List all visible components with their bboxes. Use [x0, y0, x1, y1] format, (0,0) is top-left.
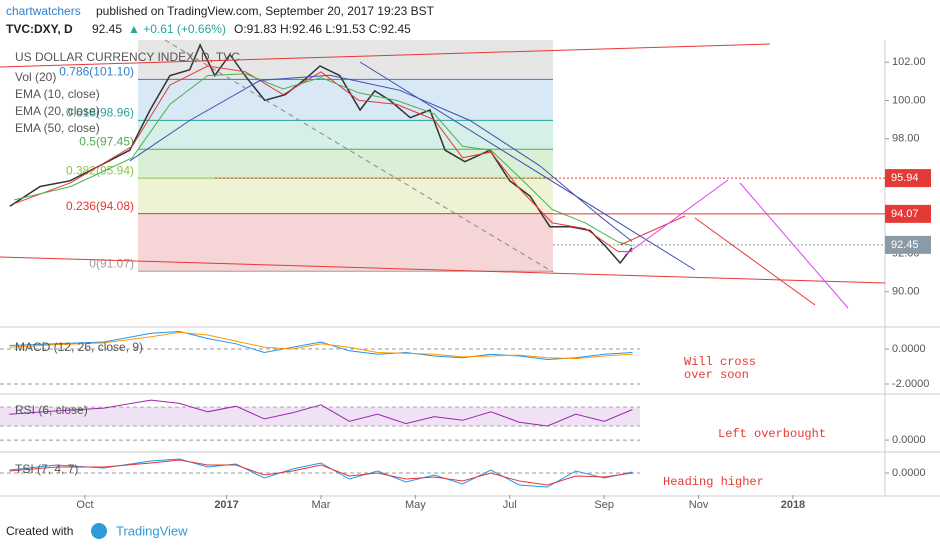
fib-band — [138, 149, 553, 179]
legend-entry: EMA (50, close) — [15, 121, 100, 135]
fib-label: 0.786(101.10) — [59, 65, 134, 79]
price-tag-label: 95.94 — [891, 172, 919, 184]
annotation: Left overbought — [718, 427, 826, 441]
footer-brand[interactable]: TradingView — [116, 523, 188, 538]
fib-label: 0.618(98.96) — [66, 106, 134, 120]
y-tick-label: 98.00 — [892, 133, 920, 145]
x-tick-label: Sep — [594, 499, 614, 511]
price-tag — [885, 235, 931, 254]
series-line — [9, 43, 633, 265]
indicator-title: TSI (7, 4, 7) — [15, 462, 78, 476]
indicator-title: MACD (12, 26, close, 9) — [15, 340, 143, 354]
y-tick-label: 0.0000 — [892, 343, 926, 355]
y-tick-label: 100.00 — [892, 94, 926, 106]
drawing — [0, 256, 886, 284]
author[interactable]: chartwatchers — [6, 4, 81, 18]
volume-legend: Vol (20) — [15, 70, 56, 84]
legend-entry: EMA (10, close) — [15, 87, 100, 101]
series-line — [14, 73, 633, 247]
published: published on TradingView.com, September … — [96, 4, 435, 18]
drawing — [739, 182, 849, 309]
y-tick-label: 102.00 — [892, 56, 926, 68]
rsi-band — [0, 407, 640, 426]
x-tick-label: Mar — [311, 499, 330, 511]
fib-band — [138, 178, 553, 214]
x-tick-label: 2017 — [214, 499, 238, 511]
fib-label: 0(91.07) — [89, 256, 134, 270]
footer-created: Created with — [6, 524, 73, 538]
fib-band — [138, 213, 553, 272]
drawing — [624, 179, 729, 256]
indicator-title: RSI (6, close) — [15, 403, 88, 417]
price-tag-label: 94.07 — [891, 208, 919, 220]
series-line — [9, 330, 633, 361]
logo — [91, 523, 107, 539]
series-line — [9, 399, 633, 427]
symbol: TVC:DXY, D — [6, 22, 73, 36]
fib-label: 0.236(94.08) — [66, 199, 134, 213]
x-tick-label: Jul — [503, 499, 517, 511]
last-price: 92.45 — [92, 22, 122, 36]
price-tag-label: 92.45 — [891, 239, 919, 251]
drawing — [359, 61, 696, 271]
y-tick-label: 0.0000 — [892, 434, 926, 446]
fib-band — [138, 120, 553, 150]
price-tag — [885, 204, 931, 223]
series-line — [14, 65, 633, 253]
y-tick-label: 90.00 — [892, 286, 920, 298]
drawing — [619, 215, 686, 246]
series-line — [129, 74, 633, 242]
series-line — [9, 458, 633, 488]
x-tick-label: 2018 — [781, 499, 805, 511]
x-tick-label: Nov — [689, 499, 709, 511]
annotation: over soon — [684, 368, 749, 382]
drawing — [694, 217, 816, 306]
series-line — [9, 331, 633, 360]
ohlc: O:91.83 H:92.46 L:91.53 C:92.45 — [234, 22, 411, 36]
legend-entry: EMA (20, close) — [15, 104, 100, 118]
x-tick-label: May — [405, 499, 426, 511]
price-tag — [885, 169, 931, 188]
series-line — [9, 459, 633, 486]
backgrounds — [0, 40, 940, 497]
drawing — [0, 43, 771, 68]
legend-entry: US DOLLAR CURRENCY INDEX, D, TVC — [15, 50, 240, 64]
change: ▲ +0.61 (+0.66%) — [128, 22, 226, 36]
drawing — [164, 39, 554, 273]
y-tick-label: 0.0000 — [892, 467, 926, 479]
annotation: Heading higher — [663, 475, 764, 489]
annotation: Will cross — [684, 355, 756, 369]
y-tick-label: -2.0000 — [892, 378, 929, 390]
fib-label: 0.5(97.45) — [79, 134, 134, 148]
x-tick-label: Oct — [76, 499, 93, 511]
